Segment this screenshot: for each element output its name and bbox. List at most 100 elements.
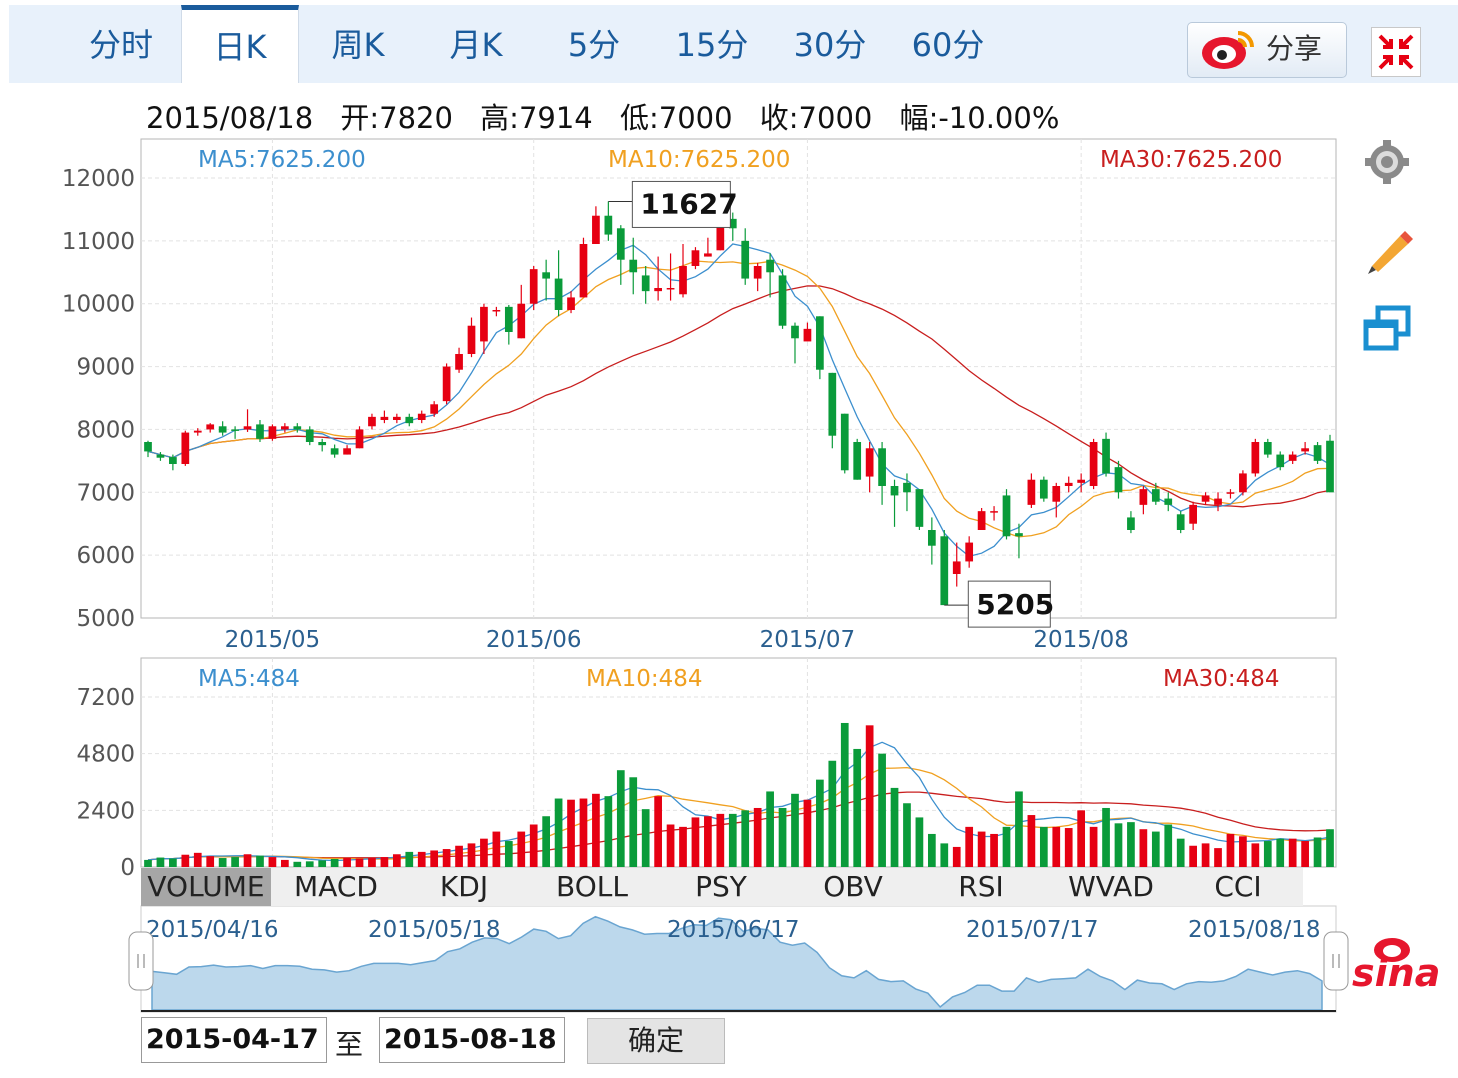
candle: [1151, 489, 1160, 502]
tab-daily-k[interactable]: 日K: [181, 5, 299, 83]
candle: [1189, 504, 1197, 524]
candle: [417, 413, 426, 420]
volume-bar: [616, 770, 625, 867]
volume-bar: [1263, 841, 1272, 867]
tab-weekly-k[interactable]: 周K: [331, 26, 385, 64]
candle: [504, 306, 513, 332]
price-x-tick: 2015/05: [225, 627, 321, 653]
volume-bar: [1251, 843, 1260, 867]
candle: [380, 416, 389, 420]
candle: [330, 448, 339, 455]
volume-bar: [1313, 837, 1322, 867]
confirm-button[interactable]: 确定: [587, 1018, 725, 1064]
window-icon[interactable]: [1360, 304, 1414, 358]
volume-bar: [1326, 829, 1334, 867]
end-date-input[interactable]: 2015-08-18: [379, 1017, 565, 1063]
sina-logo-text: sina: [1352, 951, 1440, 995]
indicator-tab-cci[interactable]: CCI: [1214, 870, 1262, 903]
volume-bar: [704, 816, 712, 867]
candle: [1039, 479, 1048, 499]
share-button[interactable]: 分享: [1187, 22, 1347, 78]
info-close: 收:7000: [759, 101, 873, 135]
volume-bar: [741, 810, 750, 867]
candle: [654, 288, 662, 292]
candle: [144, 442, 152, 452]
indicator-tab-wvad[interactable]: WVAD: [1068, 870, 1154, 903]
navigator-right-handle[interactable]: [1323, 931, 1349, 991]
volume-bar: [268, 857, 277, 867]
pencil-icon[interactable]: [1360, 224, 1414, 278]
indicator-tab-boll[interactable]: BOLL: [556, 870, 628, 903]
volume-panel[interactable]: [140, 657, 1337, 868]
volume-bar: [1226, 833, 1235, 867]
indicator-tab-macd[interactable]: MACD: [294, 870, 378, 903]
volume-bar: [554, 798, 563, 867]
share-label: 分享: [1266, 32, 1323, 65]
gear-icon[interactable]: [1360, 140, 1414, 194]
tab-5min[interactable]: 5分: [567, 26, 621, 64]
start-date-input[interactable]: 2015-04-17: [141, 1017, 327, 1063]
candle: [840, 413, 849, 471]
sina-logo: sina: [1352, 938, 1440, 995]
indicator-tab-rsi[interactable]: RSI: [958, 870, 1004, 903]
ohlc-info-line: 2015/08/18 开:7820 高:7914 低:7000 收:7000 幅…: [146, 95, 1077, 137]
candle: [567, 297, 575, 310]
candle: [952, 561, 961, 574]
min-price-label: 5205: [976, 588, 1054, 621]
candle: [343, 448, 351, 455]
tab-intraday[interactable]: 分时: [88, 26, 153, 64]
info-low: 低:7000: [619, 101, 733, 135]
volume-y-tick: 0: [120, 855, 135, 881]
ma10-line: [147, 260, 1331, 538]
navigator-left-handle[interactable]: [128, 931, 154, 991]
candle: [368, 416, 376, 427]
price-x-axis: 2015/05 2015/06 2015/07 2015/08: [225, 627, 1129, 653]
volume-bar: [1127, 822, 1135, 867]
volume-y-axis: 7200 4800 2400 0: [76, 685, 135, 881]
navigator-area: [151, 915, 1323, 1011]
price-gridlines: [141, 139, 1336, 618]
range-navigator[interactable]: 2015/04/16 2015/05/18 2015/06/17 2015/07/17…: [128, 905, 1349, 1013]
candle: [927, 530, 936, 546]
candle: [281, 426, 289, 430]
volume-y-tick: 4800: [76, 742, 135, 768]
candle: [1313, 445, 1322, 461]
candle: [915, 489, 924, 527]
candle: [1276, 454, 1285, 468]
candle: [1176, 514, 1185, 530]
indicator-tab-kdj[interactable]: KDJ: [439, 870, 489, 903]
tab-60min[interactable]: 60分: [911, 26, 985, 64]
tab-monthly-k[interactable]: 月K: [449, 26, 503, 64]
volume-bar: [828, 760, 837, 867]
tab-15min[interactable]: 15分: [675, 26, 749, 64]
volume-bar: [865, 725, 874, 867]
indicator-tab-volume[interactable]: VOLUME: [141, 868, 271, 906]
candle: [305, 429, 314, 442]
info-high: 高:7914: [480, 101, 593, 135]
volume-bars: [144, 722, 1334, 867]
volume-bar: [579, 798, 588, 867]
tab-30min[interactable]: 30分: [793, 26, 867, 64]
volume-bar: [492, 831, 501, 867]
candle: [1226, 492, 1235, 494]
candle: [1102, 438, 1110, 474]
volume-bar: [965, 826, 974, 867]
price-panel[interactable]: [140, 138, 1337, 619]
volume-bar: [1201, 843, 1210, 867]
indicator-tab-psy[interactable]: PSY: [695, 870, 747, 903]
volume-bar: [256, 855, 264, 867]
volume-bar: [1276, 838, 1285, 867]
price-x-tick: 2015/07: [760, 627, 856, 653]
fullscreen-exit-button[interactable]: [1371, 27, 1421, 77]
candle: [1164, 498, 1173, 505]
price-y-tick: 10000: [62, 292, 135, 318]
navigator-date: 2015/07/17: [966, 917, 1099, 943]
volume-bar: [753, 807, 762, 867]
indicator-tab-obv[interactable]: OBV: [823, 870, 883, 903]
period-tab-bar: 分时 日K 周K 月K 5分 15分 30分 60分 分享: [9, 5, 1458, 83]
volume-bar: [915, 817, 924, 867]
candle: [940, 536, 949, 606]
navigator-date: 2015/08/18: [1188, 917, 1321, 943]
volume-bar: [940, 843, 949, 867]
candle: [641, 275, 650, 292]
